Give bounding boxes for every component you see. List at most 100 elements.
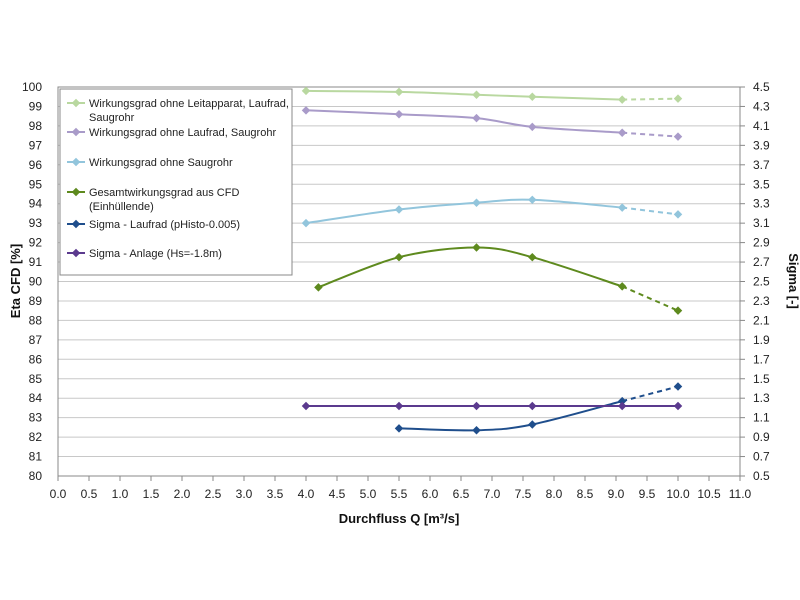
x-tick-label: 10.5	[697, 487, 721, 501]
y-tick-label: 84	[29, 391, 43, 405]
x-tick-label: 10.0	[666, 487, 690, 501]
legend-item: Wirkungsgrad ohne Leitapparat, Laufrad, S…	[67, 98, 289, 124]
x-tick-label: 7.0	[484, 487, 501, 501]
x-tick-label: 8.5	[577, 487, 594, 501]
y2-tick-label: 0.7	[753, 450, 770, 464]
data-point	[617, 128, 627, 137]
series-6	[301, 401, 683, 411]
legend-label: Sigma - Laufrad (pHisto-0.005)	[89, 219, 240, 231]
y-tick-label: 97	[29, 138, 43, 152]
y2-tick-label: 3.3	[753, 197, 770, 211]
series-4	[314, 243, 683, 315]
y2-tick-label: 4.1	[753, 119, 770, 133]
series-line-extrapolated	[622, 131, 679, 138]
x-tick-label: 6.0	[422, 487, 439, 501]
y2-tick-label: 3.9	[753, 138, 770, 152]
data-point	[394, 87, 404, 97]
y2-tick-label: 2.7	[753, 255, 770, 269]
data-point	[528, 420, 537, 429]
y-tick-label: 82	[29, 430, 43, 444]
y-tick-label: 100	[22, 80, 42, 94]
data-point	[673, 132, 683, 141]
legend-swatch-marker	[71, 219, 81, 229]
legend-swatch-marker	[71, 157, 81, 167]
data-point	[472, 113, 481, 123]
legend-item: Wirkungsgrad ohne Laufrad, Saugrohr	[67, 127, 276, 139]
y2-tick-label: 2.9	[753, 236, 770, 250]
data-point	[394, 252, 404, 262]
legend-label: Gesamtwirkungsgrad aus CFD	[89, 187, 239, 199]
legend-label: Wirkungsgrad ohne Laufrad, Saugrohr	[89, 127, 276, 139]
data-point	[394, 205, 404, 214]
y-tick-label: 85	[29, 372, 43, 386]
y-tick-label: 90	[29, 275, 43, 289]
data-point	[673, 210, 683, 219]
y2-tick-label: 2.3	[753, 294, 770, 308]
series-3	[301, 195, 683, 228]
data-point	[617, 203, 627, 212]
data-point	[528, 195, 537, 205]
series-2	[301, 106, 683, 141]
data-point	[528, 401, 537, 411]
y2-tick-label: 2.5	[753, 275, 770, 289]
y-tick-label: 98	[29, 119, 43, 133]
x-tick-label: 3.5	[267, 487, 284, 501]
data-point	[617, 401, 627, 411]
data-point	[673, 401, 683, 411]
series-layer	[301, 86, 683, 435]
data-point	[301, 106, 311, 115]
legend-label: (Einhüllende)	[89, 201, 154, 213]
legend-item: Wirkungsgrad ohne Saugrohr	[67, 157, 233, 169]
y-tick-label: 92	[29, 236, 43, 250]
y2-tick-label: 4.3	[753, 99, 770, 113]
x-tick-label: 7.5	[515, 487, 532, 501]
series-1	[301, 86, 683, 104]
y-tick-label: 91	[29, 255, 43, 269]
data-point	[472, 426, 481, 435]
y2-tick-label: 1.9	[753, 333, 770, 347]
series-line	[398, 400, 623, 432]
y2-tick-label: 3.7	[753, 158, 770, 172]
series-5	[394, 382, 683, 435]
data-point	[314, 283, 323, 292]
y-axis-ticks: 80 81 82 83 84 85 86 87 88 89 90 91 92 93 94 95 96 97 98 99…	[22, 80, 42, 483]
series-line-extrapolated	[622, 206, 679, 216]
legend-swatch-marker	[71, 248, 81, 258]
data-point	[301, 86, 311, 96]
data-point	[528, 122, 537, 132]
data-point	[528, 92, 537, 101]
data-point	[617, 95, 627, 104]
legend-label: Saugrohr	[89, 112, 135, 124]
legend-label: Wirkungsgrad ohne Leitapparat, Laufrad,	[89, 98, 289, 110]
legend-box	[59, 88, 293, 276]
legend: Wirkungsgrad ohne Leitapparat, Laufrad, S…	[59, 88, 293, 276]
y2-tick-label: 3.5	[753, 177, 770, 191]
data-point	[673, 306, 683, 315]
x-axis-label: Durchfluss Q [m³/s]	[339, 511, 460, 526]
series-line-extrapolated	[621, 285, 679, 312]
data-point	[673, 382, 683, 391]
x-axis-ticks: 0.0 0.5 1.0 1.5 2.0 2.5 3.0 3.5 4.0 4.5 5.0 5.5 6.0 6…	[50, 476, 752, 501]
x-tick-label: 11.0	[729, 487, 752, 501]
legend-label: Wirkungsgrad ohne Saugrohr	[89, 157, 233, 169]
data-point	[528, 252, 537, 262]
data-point	[673, 94, 683, 103]
x-tick-label: 5.0	[360, 487, 377, 501]
series-line-extrapolated	[622, 97, 679, 101]
legend-label: Sigma - Anlage (Hs=-1.8m)	[89, 248, 222, 260]
y2-axis-ticks: 0.5 0.7 0.9 1.1 1.3 1.5 1.7 1.9 2.1 2.3 2.5 2.7 2.9 3…	[740, 80, 770, 483]
y2-tick-label: 1.7	[753, 352, 770, 366]
y2-tick-label: 3.1	[753, 216, 770, 230]
y2-tick-label: 1.3	[753, 391, 770, 405]
y-tick-label: 86	[29, 352, 43, 366]
x-tick-label: 2.0	[174, 487, 191, 501]
y-tick-label: 87	[29, 333, 43, 347]
legend-item: Gesamtwirkungsgrad aus CFD (Einhüllende)	[67, 187, 239, 213]
data-point	[617, 396, 627, 406]
legend-swatch-marker	[71, 98, 81, 108]
y-tick-label: 80	[29, 469, 43, 483]
y-tick-label: 96	[29, 158, 43, 172]
x-tick-label: 6.5	[453, 487, 470, 501]
x-tick-label: 0.0	[50, 487, 67, 501]
